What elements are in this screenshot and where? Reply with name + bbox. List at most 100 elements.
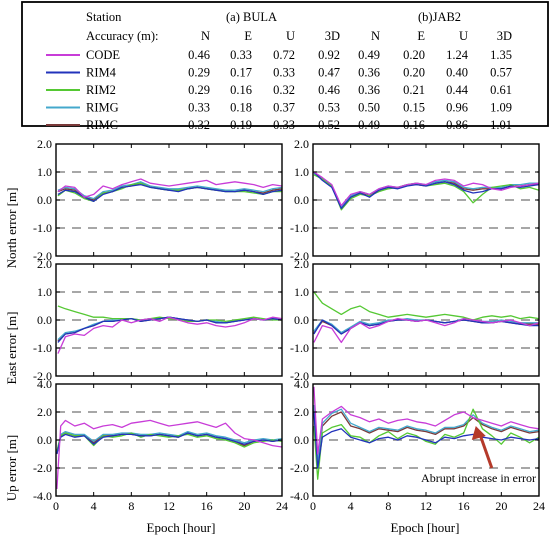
table-cell: 0.61 xyxy=(490,83,512,97)
y-tick-label: 1.0 xyxy=(37,165,52,179)
table-column-headers: N E U 3D N E U 3D xyxy=(201,29,512,43)
y-tick-label: 2.0 xyxy=(37,405,52,419)
x-tick-label: 24 xyxy=(276,499,288,513)
series-line-rimc xyxy=(313,409,540,466)
legend-label: RIMC xyxy=(86,118,118,132)
annotation-arrow xyxy=(478,433,494,469)
table-cell: 1.09 xyxy=(490,101,512,115)
y-tick-label: -4.0 xyxy=(33,489,52,503)
table-column-header: E xyxy=(417,29,425,43)
table-column-header: N xyxy=(201,29,210,43)
y-tick-label: 0.0 xyxy=(294,433,309,447)
ylabel-east: East error [m] xyxy=(4,312,19,385)
table-column-header: E xyxy=(244,29,252,43)
panel: 2.0 1.0 0.0 -1.0 -2.0 xyxy=(33,257,283,383)
y-tick-label: 2.0 xyxy=(37,257,52,271)
table-cell: 0.33 xyxy=(273,118,295,132)
x-tick-label: 0 xyxy=(310,499,316,513)
x-tick-label: 8 xyxy=(385,499,391,513)
table-cell: 0.32 xyxy=(188,118,210,132)
y-tick-label: 0.0 xyxy=(37,313,52,327)
y-tick-label: 1.0 xyxy=(294,165,309,179)
y-tick-label: -2.0 xyxy=(33,461,52,475)
panel: 4.0 2.0 0.0 -2.0 -4.00 4 8 12 16 20 24 xyxy=(33,377,288,513)
series-line-rim2 xyxy=(313,174,540,211)
table-cell: 1.24 xyxy=(446,48,469,62)
y-tick-label: 1.0 xyxy=(294,285,309,299)
table-cell: 0.57 xyxy=(490,66,512,80)
table-column-header: 3D xyxy=(497,29,512,43)
legend-label: RIMG xyxy=(86,101,119,115)
series-line-code xyxy=(313,317,540,344)
annotation-arrowhead xyxy=(471,426,486,440)
x-tick-label: 12 xyxy=(420,499,432,513)
table-cell: 0.86 xyxy=(446,118,468,132)
series-line-rimg xyxy=(313,404,540,462)
table-cell: 0.53 xyxy=(318,101,340,115)
table-cell: 0.46 xyxy=(318,83,340,97)
y-tick-label: 2.0 xyxy=(294,405,309,419)
series-line-rimg xyxy=(57,181,283,200)
x-tick-label: 24 xyxy=(533,499,545,513)
y-tick-label: -4.0 xyxy=(290,489,309,503)
table-cell: 0.49 xyxy=(358,118,380,132)
y-tick-label: 0.0 xyxy=(37,193,52,207)
series-line-rim4 xyxy=(313,171,540,210)
table-cell: 0.32 xyxy=(273,83,295,97)
table-cell: 0.18 xyxy=(230,101,252,115)
panel: 2.0 1.0 0.0 -1.0 -2.0 xyxy=(290,137,540,263)
table-cell: 0.33 xyxy=(230,48,252,62)
x-tick-label: 12 xyxy=(163,499,175,513)
table-cell: 0.33 xyxy=(188,101,210,115)
table-cell: 0.19 xyxy=(230,118,252,132)
x-tick-label: 16 xyxy=(458,499,470,513)
y-tick-label: 0.0 xyxy=(37,433,52,447)
ylabel-up: Up error [m] xyxy=(4,435,19,501)
table-group-b-label: (b)JAB2 xyxy=(418,10,461,24)
y-tick-label: -1.0 xyxy=(33,221,52,235)
table-rows: CODE 0.46 0.33 0.72 0.92 0.49 0.20 1.24 1.35 RIM4… xyxy=(46,48,512,132)
table-cell: 0.46 xyxy=(188,48,210,62)
y-tick-label: -2.0 xyxy=(33,249,52,263)
ylabel-north: North error [m] xyxy=(4,188,19,269)
table-column-header: N xyxy=(371,29,380,43)
table-group-a-label: (a) BULA xyxy=(226,10,277,24)
table-cell: 0.17 xyxy=(230,66,252,80)
series-line-code xyxy=(57,316,283,354)
legend-label: RIM4 xyxy=(86,66,117,80)
y-tick-label: -2.0 xyxy=(290,249,309,263)
y-tick-label: 2.0 xyxy=(294,257,309,271)
panel: 4.0 2.0 0.0 -2.0 -4.00 4 8 12 16 20 24 Abrupt incre… xyxy=(290,377,545,513)
panel: 2.0 1.0 0.0 -1.0 -2.0 xyxy=(290,257,540,383)
table-cell: 0.92 xyxy=(318,48,340,62)
chart-panels: 2.01.00.0-1.0-2.02.01.00.0-1.0-2.02.01.0… xyxy=(33,137,545,513)
x-tick-label: 4 xyxy=(348,499,354,513)
table-column-header: 3D xyxy=(325,29,340,43)
table-cell: 0.21 xyxy=(403,83,425,97)
table-cell: 1.35 xyxy=(490,48,512,62)
table-cell: 0.50 xyxy=(358,101,380,115)
table-column-header: U xyxy=(286,29,295,43)
table-cell: 0.20 xyxy=(403,48,425,62)
y-tick-label: 0.0 xyxy=(294,313,309,327)
y-tick-label: -1.0 xyxy=(33,341,52,355)
series-line-code xyxy=(313,386,540,455)
table-column-header: U xyxy=(459,29,468,43)
table-cell: 0.72 xyxy=(273,48,295,62)
table-cell: 1.01 xyxy=(490,118,512,132)
y-tick-label: -1.0 xyxy=(290,221,309,235)
y-tick-label: -1.0 xyxy=(290,341,309,355)
series-line-rim2 xyxy=(57,305,282,323)
series-line-rim4 xyxy=(57,183,283,203)
y-tick-label: 0.0 xyxy=(294,193,309,207)
table-cell: 0.36 xyxy=(358,66,380,80)
panel: 2.0 1.0 0.0 -1.0 -2.0 xyxy=(33,137,283,263)
y-tick-label: 4.0 xyxy=(294,377,309,391)
y-tick-label: 4.0 xyxy=(37,377,52,391)
table-cell: 0.15 xyxy=(403,101,425,115)
y-tick-label: -2.0 xyxy=(290,369,309,383)
series-line-code xyxy=(313,171,540,207)
legend-label: CODE xyxy=(86,48,120,62)
series-line-rim4 xyxy=(56,432,283,455)
